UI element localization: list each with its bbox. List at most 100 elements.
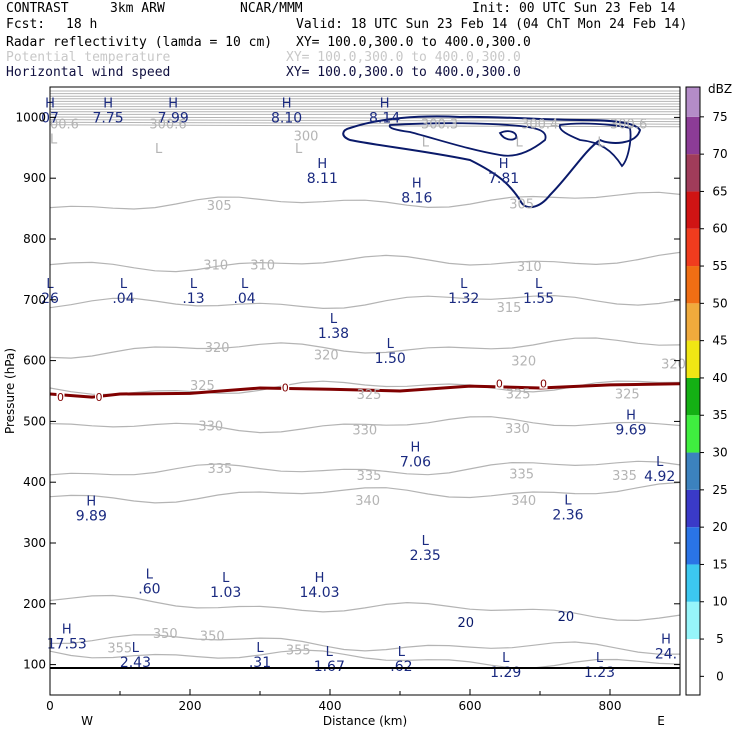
extremum-value: 7.81 <box>488 171 519 187</box>
extremum-value: 8.11 <box>307 171 338 187</box>
xy-reflectivity: XY= 100.0,300.0 to 400.0,300.0 <box>296 35 531 50</box>
colorbar-label: 0 <box>716 669 724 683</box>
colorbar: dBZ 0 5 10 15 20 25 30 35 40 45 50 55 60 65 70 75 <box>685 82 732 696</box>
colorbar-label: 55 <box>712 259 727 273</box>
theta-label: 325 <box>190 379 215 394</box>
extremum-type: H <box>62 622 72 637</box>
extremum-value: .62 <box>390 659 412 675</box>
extremum-value: .04 <box>233 291 255 307</box>
freezing-label: 0 <box>496 378 503 391</box>
colorbar-swatch-35 <box>686 377 700 416</box>
extremum-value: 8.14 <box>369 110 400 126</box>
theta-label: 300.4 <box>521 117 558 132</box>
extremum-value: .13 <box>182 291 204 307</box>
colorbar-unit: dBZ <box>708 82 732 96</box>
y-tick-label: 1000 <box>15 110 46 124</box>
field-reflectivity: Radar reflectivity (lamda = 10 cm) <box>6 35 273 50</box>
colorbar-swatch-10 <box>686 564 700 602</box>
extremum-type: L <box>398 645 406 660</box>
organization: NCAR/MMM <box>240 1 303 16</box>
colorbar-label: 25 <box>712 483 727 497</box>
extremum-type: H <box>412 177 422 192</box>
theta-label: 305 <box>509 198 534 213</box>
colorbar-swatch-0 <box>686 639 700 695</box>
extremum-value: 8.16 <box>401 191 432 207</box>
freezing-label-bg <box>56 391 65 403</box>
extremum-value: 14.03 <box>299 585 339 601</box>
colorbar-label: 30 <box>712 446 727 460</box>
y-tick-label: 400 <box>23 475 46 489</box>
theta-contour-350 <box>50 634 680 655</box>
extremum-type: L <box>146 568 154 583</box>
colorbar-swatch-5 <box>686 601 700 640</box>
extremum-value: 9.69 <box>615 422 646 438</box>
theta-label: 310 <box>517 260 542 275</box>
y-tick-label: 900 <box>23 171 46 185</box>
theta-contour-310 <box>50 251 680 273</box>
wind-contour-label: 20 <box>458 616 475 631</box>
plot-frame <box>49 86 681 696</box>
extremum-type: L <box>422 534 430 549</box>
colorbar-label: 50 <box>712 296 727 310</box>
colorbar-label: 60 <box>712 222 727 236</box>
forecast-label: Fcst: <box>6 17 46 32</box>
colorbar-label: 35 <box>712 408 727 422</box>
colorbar-label: 65 <box>712 184 727 198</box>
freezing-label: 0 <box>282 381 289 394</box>
upper-theta-line <box>50 124 680 128</box>
theta-label: 340 <box>511 494 536 509</box>
wind-contour-20-east <box>558 122 632 168</box>
x-tick-label: 600 <box>459 699 482 713</box>
theta-label: L <box>516 136 524 151</box>
theta-contour-330 <box>50 416 680 434</box>
y-tick-label: 300 <box>23 536 46 550</box>
colorbar-swatch-60 <box>686 191 700 229</box>
x-axis-west: W <box>81 714 93 728</box>
theta-label: 325 <box>615 387 640 402</box>
valid-time: Valid: 18 UTC Sun 23 Feb 14 (04 ChT Mon … <box>296 17 688 32</box>
wind-contour-20-outer <box>342 115 642 209</box>
extremum-type: L <box>241 277 249 292</box>
freezing-label-bg <box>95 391 103 403</box>
colorbar-label: 70 <box>712 147 727 161</box>
xy-theta: XY= 100.0,300.0 to 400.0,300.0 <box>286 50 521 65</box>
extremum-type: H <box>315 571 325 586</box>
theta-label: 330 <box>198 420 223 435</box>
colorbar-swatch-40 <box>686 340 700 378</box>
extremum-value: 2.35 <box>410 548 441 564</box>
extremum-value: 1.03 <box>210 585 241 601</box>
extremum-value: 9.89 <box>76 509 107 525</box>
x-axis-east: E <box>657 714 665 728</box>
xy-wind: XY= 100.0,300.0 to 400.0,300.0 <box>286 65 521 80</box>
extremum-value: 1.67 <box>314 659 345 675</box>
freezing-label-bg <box>539 377 548 389</box>
theta-label: 335 <box>357 469 382 484</box>
freezing-label: 0 <box>96 391 103 404</box>
extremum-type: H <box>411 441 421 456</box>
extremum-type: L <box>387 337 395 352</box>
theta-label: L <box>422 136 430 151</box>
colorbar-label: 5 <box>716 632 724 646</box>
theta-label: 355 <box>286 643 311 658</box>
x-tick-label: 800 <box>599 699 622 713</box>
wind-contour-20-inner <box>388 122 547 157</box>
theta-label: 305 <box>207 199 232 214</box>
theta-label: L <box>295 142 303 157</box>
theta-contour-340 <box>50 481 680 504</box>
forecast-value: 18 h <box>66 17 98 32</box>
extremum-type: L <box>502 651 510 666</box>
x-tick-label: 400 <box>319 699 342 713</box>
extremum-type: H <box>168 96 178 111</box>
theta-label: 300 <box>294 130 319 145</box>
init-time: Init: 00 UTC Sun 23 Feb 14 <box>472 1 676 16</box>
extremum-type: L <box>190 277 198 292</box>
extremum-type: L <box>326 645 334 660</box>
extremum-value: 24. <box>655 647 677 663</box>
extremum-value: 1.55 <box>523 291 554 307</box>
upper-theta-line <box>50 119 680 123</box>
theta-label: 355 <box>107 642 132 657</box>
theta-label: 310 <box>250 259 275 274</box>
extremum-type: L <box>222 571 230 586</box>
extremum-value: 7.06 <box>400 455 431 471</box>
